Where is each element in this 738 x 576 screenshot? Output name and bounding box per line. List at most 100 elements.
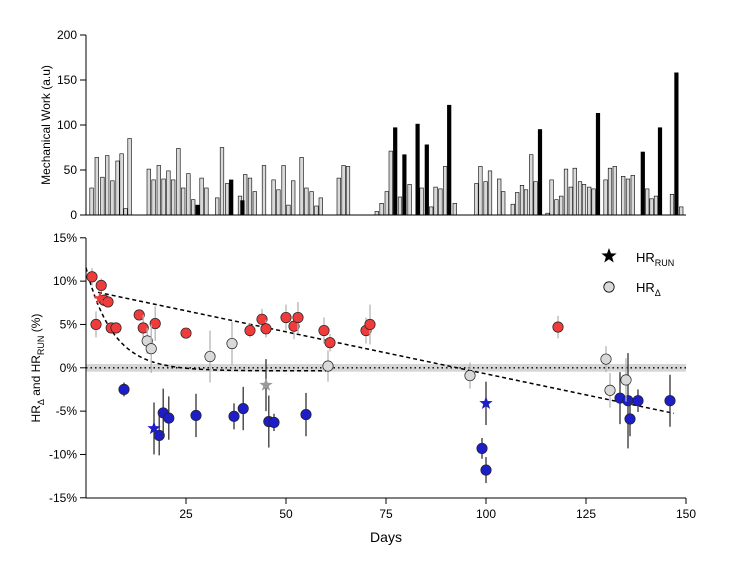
work-bar (271, 179, 276, 216)
hr-delta-point (149, 318, 161, 330)
work-bar (100, 176, 105, 216)
legend: HRRUN HRΔ (601, 248, 674, 298)
x-tick-label: 150 (676, 507, 696, 521)
hr-run-star (479, 396, 493, 409)
work-bar (291, 180, 296, 216)
work-bar (171, 179, 176, 216)
work-bar (591, 188, 596, 216)
work-bar (537, 129, 543, 216)
work-bar (191, 199, 196, 216)
legend-entry-hr-delta: HRΔ (603, 280, 661, 298)
top-y-axis-title: Mechanical Work (a.u) (39, 65, 53, 185)
work-bar (443, 166, 448, 216)
work-bar (679, 206, 684, 216)
work-bar (625, 178, 631, 216)
work-bar (523, 189, 529, 216)
bottom-y-tick-label: -10% (49, 447, 77, 461)
work-bar (438, 188, 443, 216)
work-bar (510, 203, 515, 216)
bottom-panel-ticks: 15% 10% 5% 0% -5% -10% -15% 25 50 75 100 125 150 (49, 231, 696, 521)
top-panel-axes: 0 50 100 150 200 Mechanical Work (a.u) (39, 28, 686, 222)
work-bar (587, 186, 592, 216)
work-bar (515, 192, 520, 216)
exponential-fit-curve (85, 267, 326, 372)
work-bar (304, 187, 309, 216)
hr-delta-point (620, 374, 632, 386)
work-bar (345, 166, 351, 216)
bottom-y-tick-label: 10% (53, 274, 77, 288)
hr-delta-point (664, 395, 676, 407)
work-bar (674, 72, 679, 216)
legend-label-hr-delta: HRΔ (636, 280, 661, 298)
work-bar (419, 187, 424, 216)
hr-delta-point (600, 353, 612, 365)
work-bar (127, 138, 132, 216)
work-bar (572, 167, 577, 216)
work-bar (252, 191, 257, 216)
x-tick-label: 50 (279, 507, 293, 521)
hr-run-star (93, 291, 107, 305)
work-bar (299, 157, 304, 216)
legend-star-marker (601, 248, 617, 263)
work-bar (559, 195, 564, 216)
work-bar (318, 197, 323, 216)
work-bar (379, 203, 384, 216)
bottom-y-axis-title: HRΔ and HRRUN (%) (29, 314, 46, 423)
hr-delta-point (292, 311, 304, 324)
work-bar (374, 211, 379, 216)
hr-delta-point (322, 360, 334, 372)
work-bar (529, 154, 534, 216)
hr-delta-point (476, 442, 488, 454)
work-bar (568, 186, 573, 216)
work-bar (276, 189, 281, 216)
hr-delta-point (137, 322, 149, 334)
hr-delta-point (632, 395, 644, 407)
hr-delta-point (464, 370, 476, 382)
work-bar (478, 166, 483, 216)
work-bar (549, 179, 554, 216)
work-bar (415, 123, 420, 216)
bottom-y-tick-label: -5% (56, 404, 78, 418)
work-bar (215, 197, 220, 216)
hr-delta-point (244, 324, 256, 337)
hr-delta-point (118, 383, 130, 396)
legend-label-hr-run: HRRUN (636, 250, 674, 268)
work-bar (402, 154, 407, 216)
work-bar (281, 165, 286, 216)
work-bar (621, 176, 626, 216)
work-bar (314, 205, 319, 216)
bottom-y-tick-label: 5% (60, 317, 78, 331)
work-bar (393, 127, 398, 216)
hr-delta-point (324, 337, 336, 349)
bottom-y-tick-label: 15% (53, 231, 77, 245)
x-tick-label: 100 (476, 507, 496, 521)
hr-delta-point (280, 311, 292, 324)
x-tick-label: 25 (179, 507, 193, 521)
work-bar (607, 167, 613, 216)
bottom-y-tick-label: 0% (60, 361, 78, 375)
legend-entry-hr-run: HRRUN (601, 248, 674, 268)
hr-run-star (147, 421, 161, 435)
work-bar (612, 166, 617, 216)
hr-delta-point (145, 343, 157, 355)
work-bar (110, 180, 115, 216)
hr-delta-point (624, 413, 636, 425)
work-bar (240, 200, 245, 216)
work-bar (119, 153, 124, 216)
work-bar (447, 104, 452, 216)
work-bar (474, 183, 479, 216)
hr-delta-point (180, 327, 192, 339)
hr-delta-point (228, 410, 240, 422)
work-bar (105, 155, 110, 216)
work-bar (497, 178, 502, 216)
work-bar (199, 177, 204, 216)
hr-delta-point (604, 384, 616, 396)
bottom-y-tick-label: -15% (49, 491, 77, 505)
hr-delta-point (480, 464, 492, 476)
work-bar (640, 151, 645, 216)
work-bar (645, 188, 650, 216)
hr-delta-point (268, 416, 280, 428)
work-bar (487, 170, 493, 216)
work-bar (433, 186, 438, 216)
